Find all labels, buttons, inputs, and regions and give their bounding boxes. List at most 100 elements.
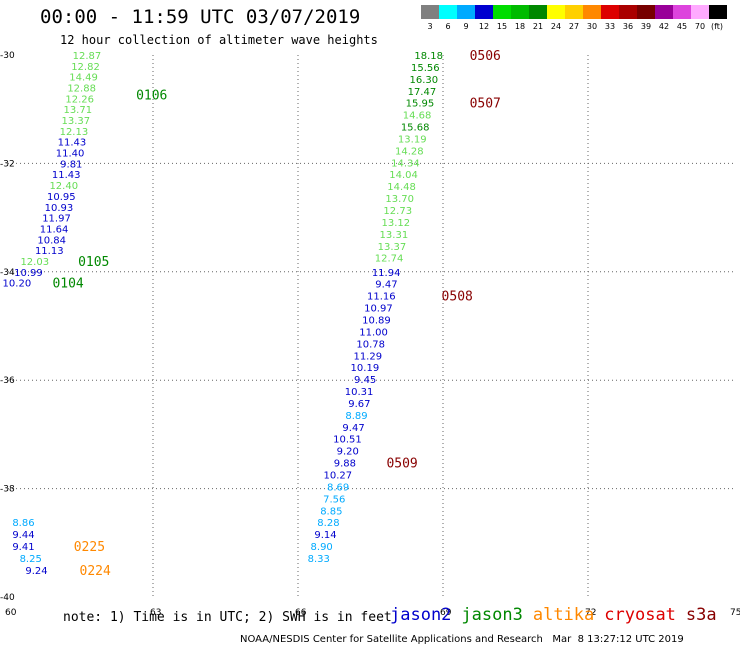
- legend-unit: (ft): [710, 22, 724, 31]
- legend-swatch: [475, 5, 493, 19]
- legend-swatch-label: 30: [586, 22, 598, 31]
- legend-swatch: [565, 5, 583, 19]
- swh-value-label: 8.69: [327, 482, 349, 493]
- lon-tick-label: 75: [730, 608, 740, 618]
- swh-value-label: 9.47: [342, 423, 364, 434]
- satellite-legend: jason2 jason3 altika cryosat s3a: [390, 605, 727, 625]
- lon-tick-label: 66: [295, 608, 307, 618]
- swh-value-label: 12.03: [20, 257, 49, 268]
- swh-value-label: 10.97: [364, 304, 393, 315]
- swh-value-label: 13.19: [398, 134, 427, 145]
- swh-value-label: 11.64: [40, 224, 69, 235]
- legend-swatch-label: 6: [445, 22, 451, 31]
- swh-value-label: 9.44: [12, 530, 34, 541]
- swh-value-label: 8.33: [308, 554, 330, 565]
- swh-value-label: 12.88: [67, 84, 96, 95]
- legend-swatch: [673, 5, 691, 19]
- swh-value-label: 15.56: [411, 63, 440, 74]
- credit-line: NOAA/NESDIS Center for Satellite Applica…: [240, 634, 684, 645]
- satellite-legend-item: cryosat: [604, 605, 676, 625]
- pass-time-label: 0105: [78, 255, 109, 270]
- legend-swatch: [529, 5, 547, 19]
- swh-value-label: 14.68: [403, 111, 432, 122]
- swh-value-label: 11.13: [35, 246, 64, 257]
- swh-value-label: 13.31: [380, 230, 409, 241]
- legend-swatch: [439, 5, 457, 19]
- lat-tick-label: -36: [0, 376, 15, 386]
- swh-value-label: 10.93: [45, 203, 74, 214]
- swh-value-label: 10.27: [323, 471, 352, 482]
- swh-value-label: 10.89: [362, 315, 391, 326]
- pass-time-label: 0509: [386, 457, 417, 472]
- page-title: 00:00 - 11:59 UTC 03/07/2019: [40, 6, 361, 28]
- swh-value-label: 14.49: [69, 73, 98, 84]
- swh-value-label: 11.29: [353, 351, 382, 362]
- swh-value-label: 9.67: [348, 399, 370, 410]
- swh-value-label: 12.73: [383, 206, 412, 217]
- swh-value-label: 12.74: [375, 254, 404, 265]
- lon-tick-label: 69: [440, 608, 452, 618]
- swh-value-label: 13.70: [385, 194, 414, 205]
- legend-swatch-label: 45: [676, 22, 688, 31]
- legend-swatch: [421, 5, 439, 19]
- lat-tick-label: -30: [0, 51, 15, 61]
- swh-value-label: 11.40: [56, 149, 85, 160]
- pass-time-label: 0506: [470, 49, 501, 64]
- swh-value-label: 16.30: [410, 75, 439, 86]
- lat-tick-label: -38: [0, 485, 15, 495]
- swh-value-label: 8.28: [317, 518, 339, 529]
- legend-swatch: [457, 5, 475, 19]
- legend-swatch: [637, 5, 655, 19]
- swh-value-label: 12.82: [71, 62, 100, 73]
- swh-value-label: 18.18: [414, 51, 443, 62]
- lon-tick-label: 72: [585, 608, 596, 618]
- swh-value-label: 10.19: [351, 363, 380, 374]
- pass-time-label: 0507: [470, 97, 501, 112]
- swh-value-label: 10.31: [345, 387, 374, 398]
- swh-value-label: 14.34: [391, 158, 420, 169]
- swh-value-label: 14.48: [387, 182, 416, 193]
- pass-time-label: 0106: [136, 89, 167, 104]
- swh-value-label: 8.89: [345, 411, 367, 422]
- legend-swatch: [493, 5, 511, 19]
- satellite-legend-item: s3a: [685, 605, 717, 625]
- swh-value-label: 9.20: [337, 447, 359, 458]
- swh-value-label: 13.37: [62, 116, 91, 127]
- legend-swatch-label: 39: [640, 22, 652, 31]
- swh-value-label: 11.43: [58, 138, 87, 149]
- legend-swatch: [691, 5, 709, 19]
- swh-value-label: 14.04: [389, 170, 418, 181]
- footer-note: note: 1) Time is in UTC; 2) SWH is in fe…: [63, 610, 392, 625]
- legend-swatch: [583, 5, 601, 19]
- swh-value-label: 15.95: [406, 99, 435, 110]
- legend-swatch-label: 36: [622, 22, 634, 31]
- swh-value-label: 10.78: [356, 339, 385, 350]
- swh-value-label: 11.00: [359, 327, 388, 338]
- lon-tick-label: 60: [5, 608, 17, 618]
- satellite-legend-item: jason3: [461, 605, 523, 625]
- satellite-legend-item: altika: [532, 605, 595, 625]
- swh-value-label: 14.28: [395, 146, 424, 157]
- legend-swatch-label: 42: [658, 22, 670, 31]
- swh-value-label: 9.88: [334, 459, 356, 470]
- lat-tick-label: -40: [0, 593, 15, 603]
- legend-swatch-label: 24: [550, 22, 562, 31]
- swh-value-label: 15.68: [401, 123, 430, 134]
- legend-swatch-label: 3: [427, 22, 433, 31]
- swh-value-label: 10.51: [333, 435, 362, 446]
- swh-value-label: 12.26: [65, 94, 94, 105]
- legend-swatch: [619, 5, 637, 19]
- lat-tick-label: -34: [0, 268, 15, 278]
- swh-value-label: 11.94: [372, 268, 401, 279]
- swh-value-label: 9.81: [60, 159, 82, 170]
- legend-swatch: [601, 5, 619, 19]
- legend-swatch-label: 12: [478, 22, 490, 31]
- lon-tick-label: 63: [150, 608, 161, 618]
- swh-value-label: 10.84: [37, 235, 66, 246]
- swh-value-label: 17.47: [408, 87, 437, 98]
- legend-swatch-label: 15: [496, 22, 508, 31]
- swh-value-label: 9.14: [314, 530, 336, 541]
- legend-swatch: [511, 5, 529, 19]
- swh-value-label: 10.20: [3, 279, 32, 290]
